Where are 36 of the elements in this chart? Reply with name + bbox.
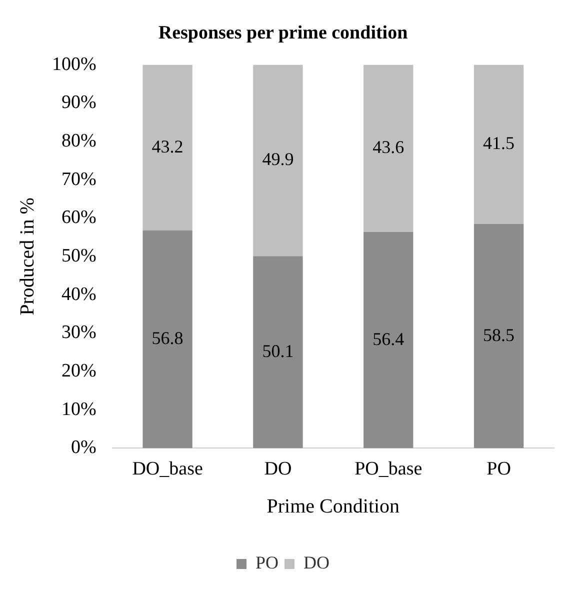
y-tick-label: 100% <box>52 54 96 75</box>
data-label: 43.6 <box>372 137 404 158</box>
data-label: 50.1 <box>262 340 294 361</box>
data-label: 56.4 <box>372 328 404 349</box>
y-tick-label: 70% <box>62 168 96 190</box>
chart-title: Responses per prime condition <box>158 22 408 44</box>
y-tick-label: 60% <box>62 207 96 228</box>
data-label: 43.2 <box>152 136 184 156</box>
x-axis-title: Prime Condition <box>266 495 400 518</box>
y-tick-label: 80% <box>62 130 96 152</box>
y-tick-label: 90% <box>62 92 96 114</box>
bar <box>364 232 414 448</box>
y-tick-label: 50% <box>62 245 96 266</box>
bar <box>474 224 524 448</box>
data-label: 49.9 <box>262 149 294 170</box>
x-tick-label: PO_base <box>354 458 422 480</box>
legend-label: PO <box>255 552 279 573</box>
bar <box>142 230 192 448</box>
y-tick-label: 40% <box>62 284 96 305</box>
bar <box>364 64 414 232</box>
y-tick-label: 10% <box>62 398 96 420</box>
x-tick-label: PO <box>486 458 511 480</box>
y-tick-label: 20% <box>62 360 96 382</box>
bar <box>474 64 524 224</box>
y-axis-title: Produced in % <box>16 198 38 316</box>
bar <box>142 64 192 230</box>
y-tick-label: 0% <box>71 437 96 458</box>
bar <box>253 256 303 448</box>
legend-label: DO <box>304 552 330 573</box>
data-label: 41.5 <box>483 133 515 154</box>
data-label: 58.5 <box>483 324 515 345</box>
x-tick-label: DO_base <box>132 458 203 480</box>
data-label: 56.8 <box>152 328 184 348</box>
bar <box>253 64 303 256</box>
x-tick-label: DO <box>264 458 292 480</box>
y-tick-label: 30% <box>62 322 96 344</box>
